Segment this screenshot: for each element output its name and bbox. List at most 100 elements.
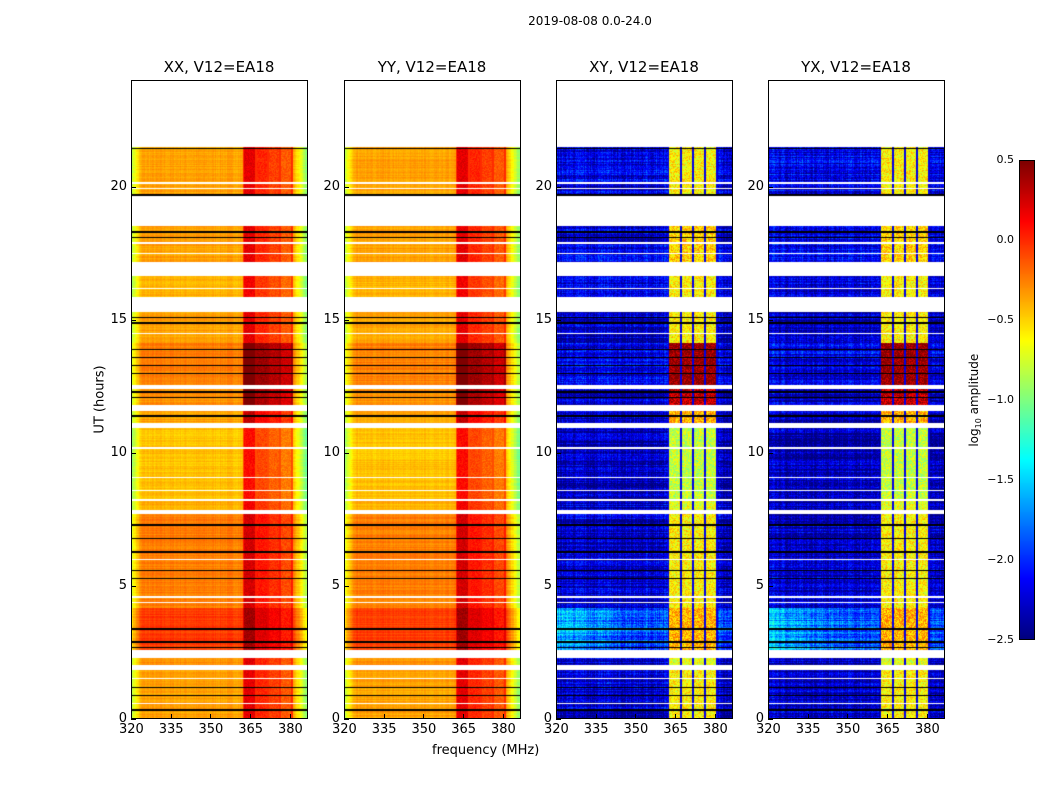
x-tick [383,714,385,719]
colorbar-tick-label: −2.5 [987,633,1014,646]
colorbar-label: log10 amplitude [966,353,984,447]
x-tick [463,714,465,719]
y-tick-label: 10 [747,444,764,460]
x-tick-label: 380 [490,722,516,737]
x-tick [635,714,637,719]
y-tick-label: 15 [110,311,127,327]
y-tick [768,186,773,188]
x-tick-label: 335 [583,722,609,737]
y-tick-label: 5 [118,577,127,593]
x-tick [847,714,849,719]
colorbar-tick-label: 0.0 [996,233,1015,246]
heatmap-xx [131,80,308,719]
y-tick-label: 20 [747,178,764,194]
y-tick [344,452,349,454]
y-tick [768,719,773,720]
heatmap-yx [768,80,945,719]
y-tick [131,585,136,587]
y-axis-label: UT (hours) [92,365,108,434]
y-tick-label: 0 [118,711,127,726]
x-tick-label: 350 [835,722,861,737]
panel-title: YY, V12=EA18 [377,58,487,76]
x-tick-label: 335 [371,722,397,737]
y-tick-label: 15 [535,311,552,327]
x-tick-label: 380 [702,722,728,737]
x-tick [926,714,928,719]
y-tick [556,585,561,587]
x-tick [595,714,597,719]
x-axis-label: frequency (MHz) [432,743,540,758]
y-tick [344,319,349,321]
x-tick-label: 350 [623,722,649,737]
x-tick [344,714,345,719]
x-tick-label: 335 [795,722,821,737]
y-tick [131,186,136,188]
y-tick-label: 5 [331,577,340,593]
x-tick-label: 320 [756,722,781,737]
x-tick [768,714,769,719]
y-tick-label: 20 [110,178,127,194]
figure-title: 2019-08-08 0.0-24.0 [528,14,652,28]
x-tick-label: 365 [663,722,689,737]
y-tick [344,186,349,188]
panel-title: XX, V12=EA18 [163,58,275,76]
y-tick-label: 10 [110,444,127,460]
x-tick [502,714,504,719]
y-tick-label: 20 [535,178,552,194]
x-tick [556,714,557,719]
x-tick [714,714,716,719]
y-tick [556,186,561,188]
y-tick-label: 5 [755,577,764,593]
y-tick [131,719,136,720]
y-tick [768,319,773,321]
heatmap-image [557,81,732,718]
y-tick [556,319,561,321]
x-tick [250,714,252,719]
heatmap-xy [556,80,733,719]
x-tick-label: 350 [411,722,437,737]
y-tick-label: 15 [747,311,764,327]
x-tick [675,714,677,719]
y-tick [768,585,773,587]
heatmap-image [769,81,944,718]
y-tick [344,585,349,587]
x-tick [807,714,809,719]
x-tick-label: 350 [198,722,224,737]
x-tick [170,714,172,719]
x-tick-label: 320 [332,722,357,737]
x-tick [210,714,212,719]
y-tick [768,452,773,454]
y-tick [131,319,136,321]
y-tick [131,452,136,454]
heatmap-image [345,81,520,718]
x-tick-label: 365 [875,722,901,737]
y-tick-label: 0 [755,711,764,726]
colorbar [1019,160,1035,640]
y-tick-label: 15 [323,311,340,327]
y-tick [556,719,561,720]
y-tick-label: 10 [323,444,340,460]
y-tick-label: 10 [535,444,552,460]
x-tick-label: 380 [277,722,303,737]
x-tick [423,714,425,719]
x-tick-label: 320 [544,722,569,737]
x-tick-label: 365 [238,722,264,737]
y-tick-label: 20 [323,178,340,194]
heatmap-yy [344,80,521,719]
y-tick [344,719,349,720]
colorbar-tick-label: −1.0 [987,393,1014,406]
colorbar-tick-label: −2.0 [987,553,1014,566]
panel-title: YX, V12=EA18 [801,58,911,76]
colorbar-tick-label: −0.5 [987,313,1014,326]
x-tick-label: 335 [158,722,184,737]
y-tick-label: 5 [543,577,552,593]
colorbar-tick-label: 0.5 [996,153,1015,166]
y-tick [556,452,561,454]
colorbar-tick-label: −1.5 [987,473,1014,486]
x-tick [887,714,889,719]
y-tick-label: 0 [543,711,552,726]
panel-title: XY, V12=EA18 [589,58,699,76]
x-tick-label: 320 [119,722,144,737]
heatmap-image [132,81,307,718]
